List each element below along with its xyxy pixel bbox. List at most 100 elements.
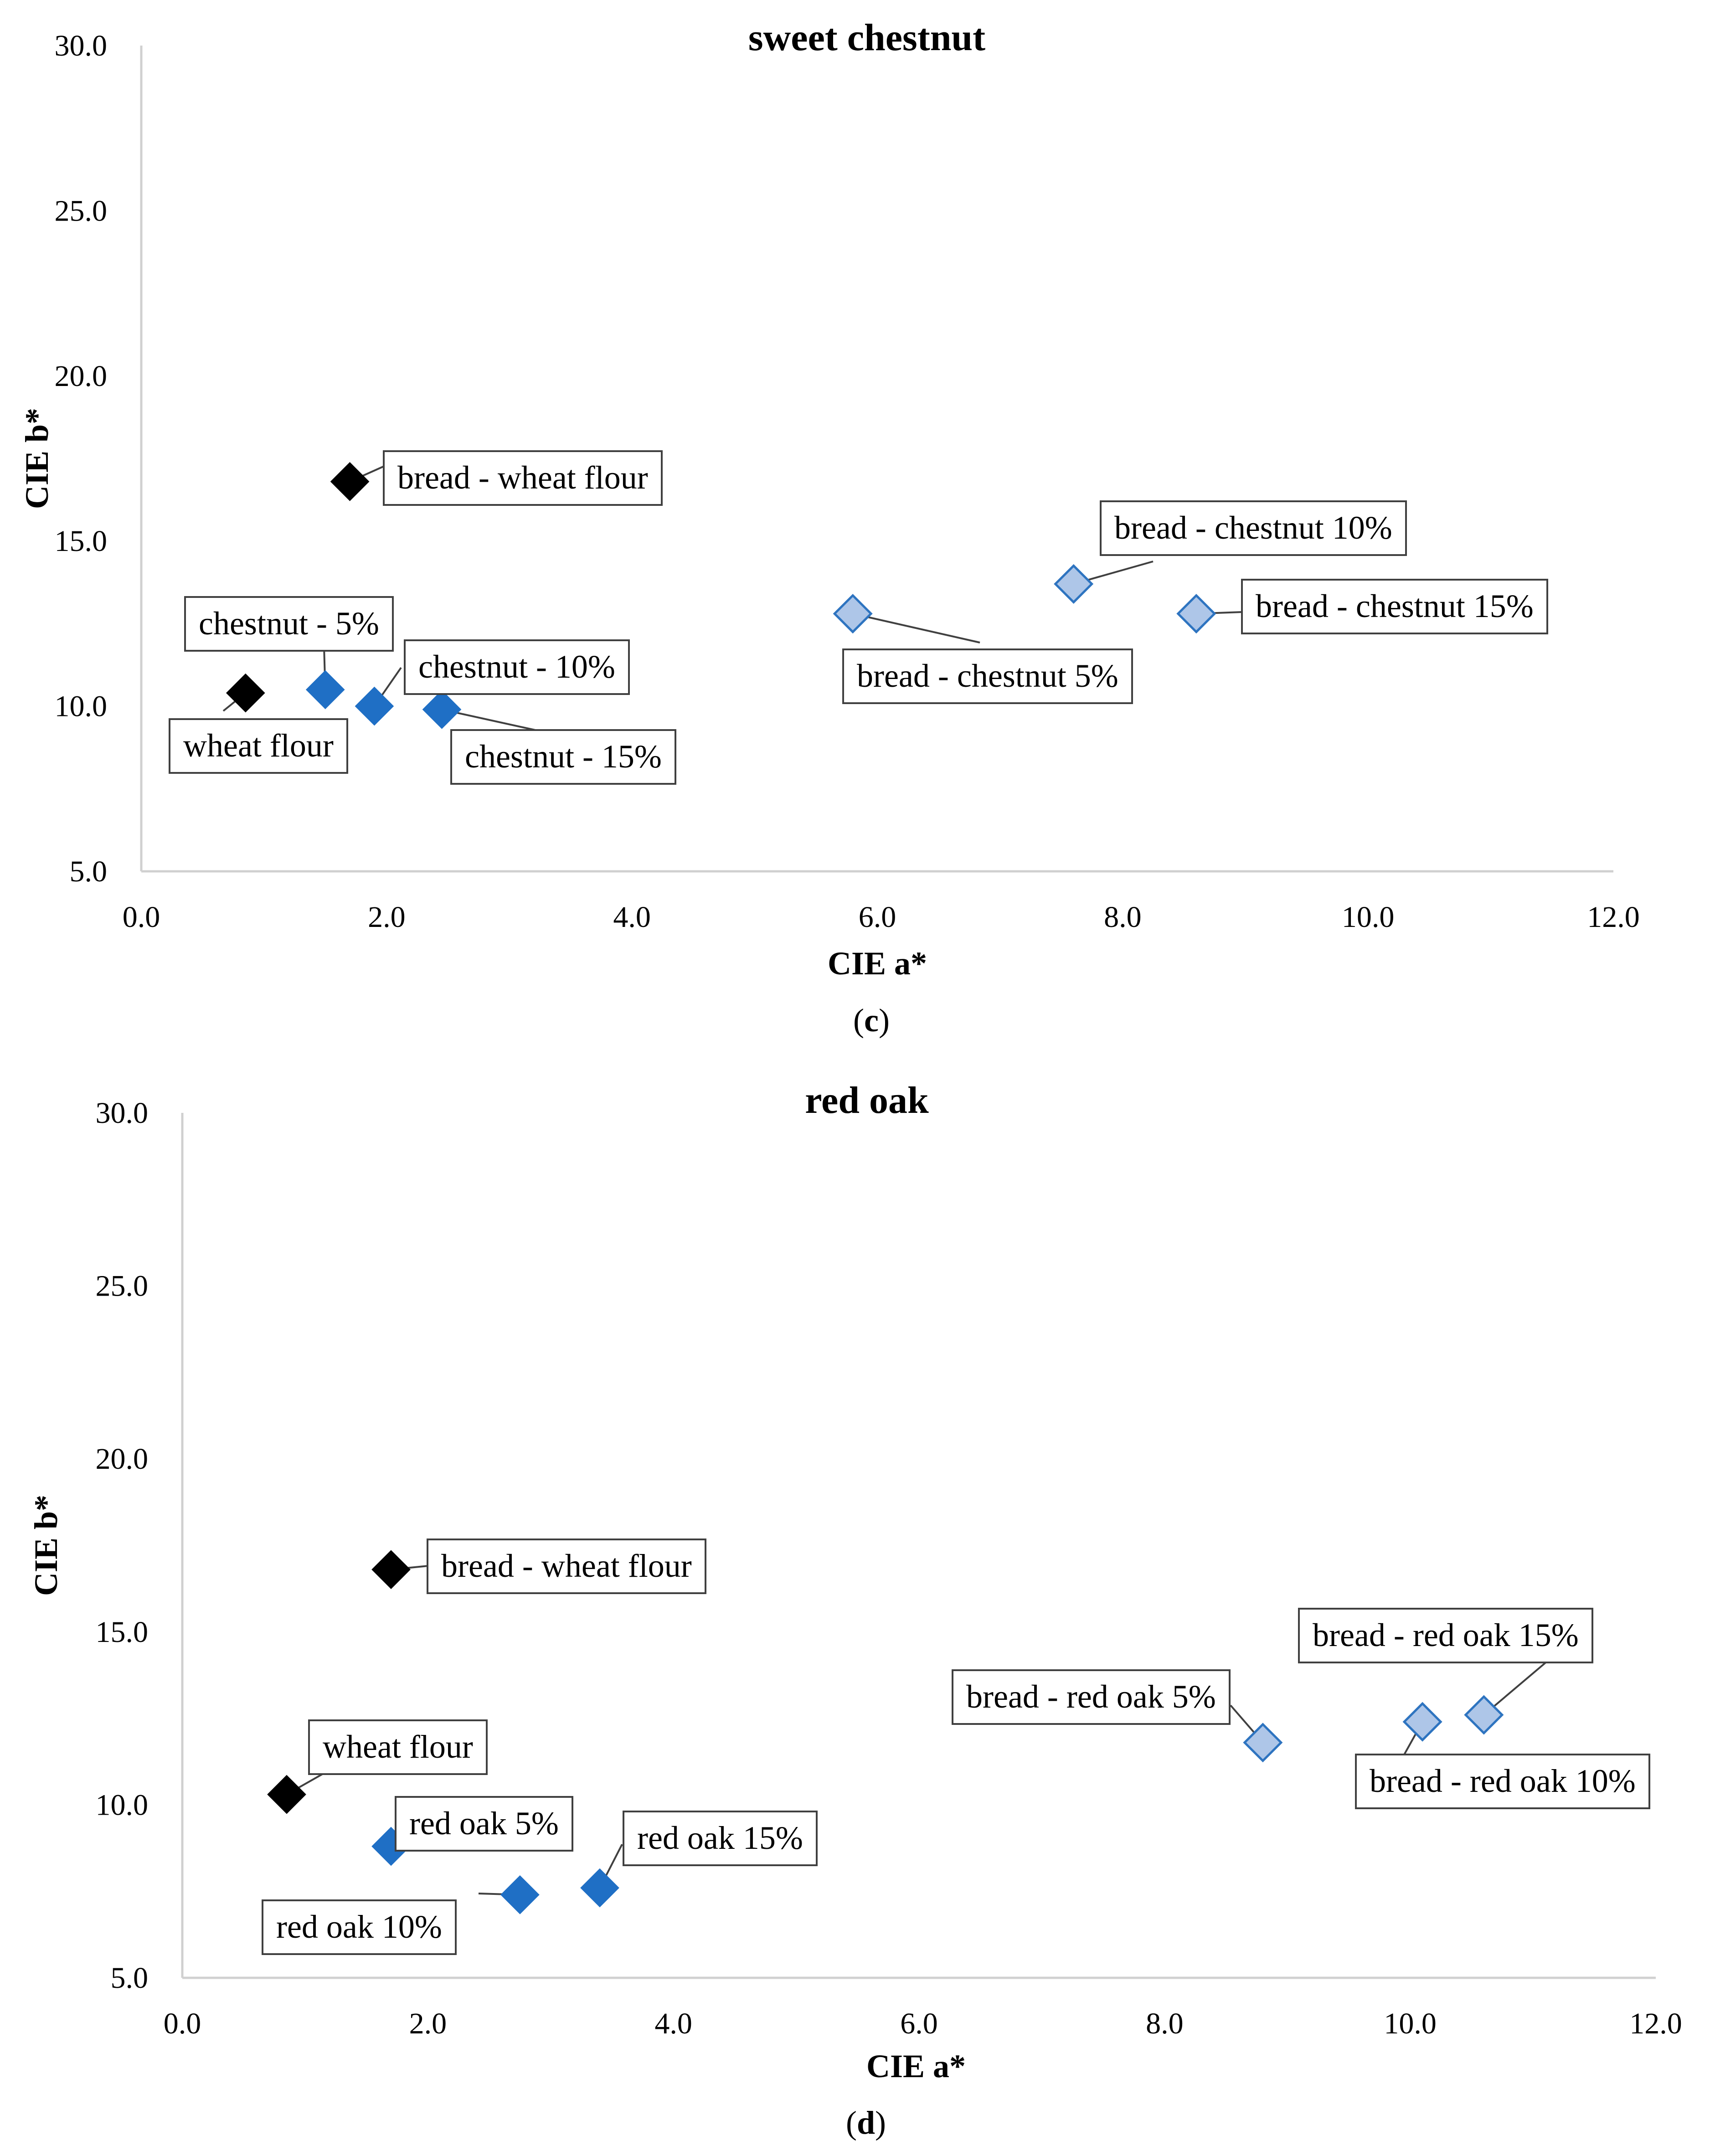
callout-label: bread - chestnut 15%	[1241, 579, 1548, 634]
point-label: bread - chestnut 15%	[1256, 588, 1534, 624]
x-tick-label: 6.0	[859, 900, 896, 934]
callout-box	[1241, 579, 1548, 634]
callout-box	[1100, 500, 1407, 556]
data-point-marker	[580, 1868, 619, 1908]
callout-box	[1355, 1754, 1650, 1809]
y-tick-label: 25.0	[96, 1270, 149, 1303]
y-tick-labels: 5.0 10.0 15.0 20.0 25.0 30.0	[55, 29, 108, 888]
callout-box	[395, 1796, 573, 1852]
point-label: wheat flour	[183, 727, 334, 764]
point-label: bread - chestnut 10%	[1114, 509, 1392, 546]
callout-box	[427, 1539, 706, 1594]
callout-label: bread - red oak 15%	[1298, 1608, 1593, 1663]
x-tick-label: 6.0	[900, 2007, 938, 2040]
data-point-marker	[1243, 1723, 1283, 1763]
callout-box	[450, 729, 676, 785]
point-label: bread - red oak 15%	[1313, 1617, 1579, 1653]
callout-box	[623, 1811, 818, 1866]
callout-box	[308, 1719, 488, 1775]
point-label: chestnut - 15%	[465, 738, 662, 775]
point-label: chestnut - 10%	[418, 648, 615, 685]
callout-box	[262, 1899, 457, 1955]
callout-box	[1298, 1608, 1593, 1663]
callout-label: chestnut - 15%	[450, 729, 676, 785]
callout-label: bread - red oak 10%	[1355, 1754, 1650, 1809]
callout-label: wheat flour	[169, 718, 348, 774]
callout-label: red oak 10%	[262, 1899, 457, 1955]
point-label: red oak 10%	[276, 1909, 442, 1945]
data-point-marker	[422, 690, 462, 729]
callout-label: bread - red oak 5%	[952, 1669, 1231, 1725]
data-point-marker	[500, 1875, 540, 1914]
x-tick-labels: 0.0 2.0 4.0 6.0 8.0 10.0 12.0	[164, 2007, 1682, 2040]
y-tick-label: 5.0	[111, 1961, 149, 1995]
x-tick-label: 2.0	[409, 2007, 447, 2040]
data-point-marker	[1464, 1695, 1504, 1735]
point-label: red oak 5%	[409, 1805, 559, 1842]
point-label: wheat flour	[323, 1729, 473, 1765]
data-point-marker	[305, 670, 345, 710]
data-point-marker	[833, 594, 873, 634]
data-point-marker	[1054, 564, 1094, 604]
callout-labels: bread - wheat flour wheat flour chestnut -…	[169, 450, 1548, 785]
y-tick-label: 25.0	[55, 194, 108, 227]
data-point-marker	[226, 673, 265, 713]
panel-label: (d)	[846, 2105, 886, 2141]
data-point-marker	[1402, 1702, 1442, 1742]
x-axis-title: CIE a*	[866, 2048, 966, 2084]
data-point-marker	[355, 686, 394, 726]
y-tick-label: 10.0	[55, 690, 108, 723]
data-point-marker	[1176, 594, 1216, 634]
chart-title: red oak	[805, 1079, 929, 1122]
point-label: chestnut - 5%	[199, 605, 379, 642]
y-axis-title: CIE b*	[19, 408, 55, 509]
callout-leader-line	[1483, 1658, 1550, 1716]
callout-box	[169, 718, 348, 774]
chart-title: sweet chestnut	[748, 16, 985, 59]
callout-label: chestnut - 10%	[404, 639, 630, 695]
callout-label: bread - wheat flour	[383, 450, 663, 506]
callout-label: chestnut - 5%	[184, 596, 394, 652]
x-tick-label: 10.0	[1384, 2007, 1437, 2040]
x-tick-label: 12.0	[1587, 900, 1640, 934]
y-tick-label: 30.0	[55, 29, 108, 62]
chart-sweet-chestnut: sweet chestnut 5.0 10.0 15.0 20.0 25.0 30.0 0…	[19, 16, 1640, 1039]
point-label: bread - wheat flour	[397, 459, 648, 496]
callout-label: bread - chestnut 5%	[842, 648, 1133, 704]
chart-red-oak: red oak 5.0 10.0 15.0 20.0 25.0 30.0 0.0 2.0 4.…	[28, 1079, 1682, 2141]
x-tick-label: 8.0	[1104, 900, 1142, 934]
callout-box	[842, 648, 1133, 704]
x-axis-title: CIE a*	[828, 945, 927, 982]
x-tick-label: 12.0	[1629, 2007, 1682, 2040]
data-markers	[267, 1550, 1504, 1914]
y-tick-label: 15.0	[55, 525, 108, 558]
y-tick-label: 20.0	[55, 360, 108, 393]
y-tick-label: 15.0	[96, 1616, 149, 1649]
point-label: bread - wheat flour	[441, 1548, 692, 1584]
callout-label: red oak 5%	[395, 1796, 573, 1852]
data-point-marker	[267, 1775, 306, 1814]
callout-box	[184, 596, 394, 652]
point-label: bread - chestnut 5%	[857, 658, 1118, 694]
y-tick-label: 10.0	[96, 1788, 149, 1822]
callout-box	[404, 639, 630, 695]
data-point-marker	[330, 462, 370, 501]
callout-box	[952, 1669, 1231, 1725]
callout-labels: bread - wheat flour wheat flour red oak 5%…	[262, 1539, 1650, 1955]
x-tick-label: 10.0	[1342, 900, 1395, 934]
x-tick-label: 4.0	[613, 900, 651, 934]
y-tick-label: 20.0	[96, 1442, 149, 1476]
point-label: bread - red oak 5%	[966, 1678, 1216, 1715]
x-tick-label: 2.0	[368, 900, 406, 934]
y-tick-labels: 5.0 10.0 15.0 20.0 25.0 30.0	[96, 1096, 149, 1995]
point-label: bread - red oak 10%	[1370, 1763, 1636, 1799]
callout-label: wheat flour	[308, 1719, 488, 1775]
y-tick-label: 30.0	[96, 1096, 149, 1130]
point-label: red oak 15%	[637, 1820, 803, 1856]
callout-label: bread - wheat flour	[427, 1539, 706, 1594]
panel-label: (c)	[853, 1002, 890, 1039]
callout-label: bread - chestnut 10%	[1100, 500, 1407, 556]
callout-leader-line	[852, 612, 980, 643]
x-tick-label: 4.0	[654, 2007, 692, 2040]
